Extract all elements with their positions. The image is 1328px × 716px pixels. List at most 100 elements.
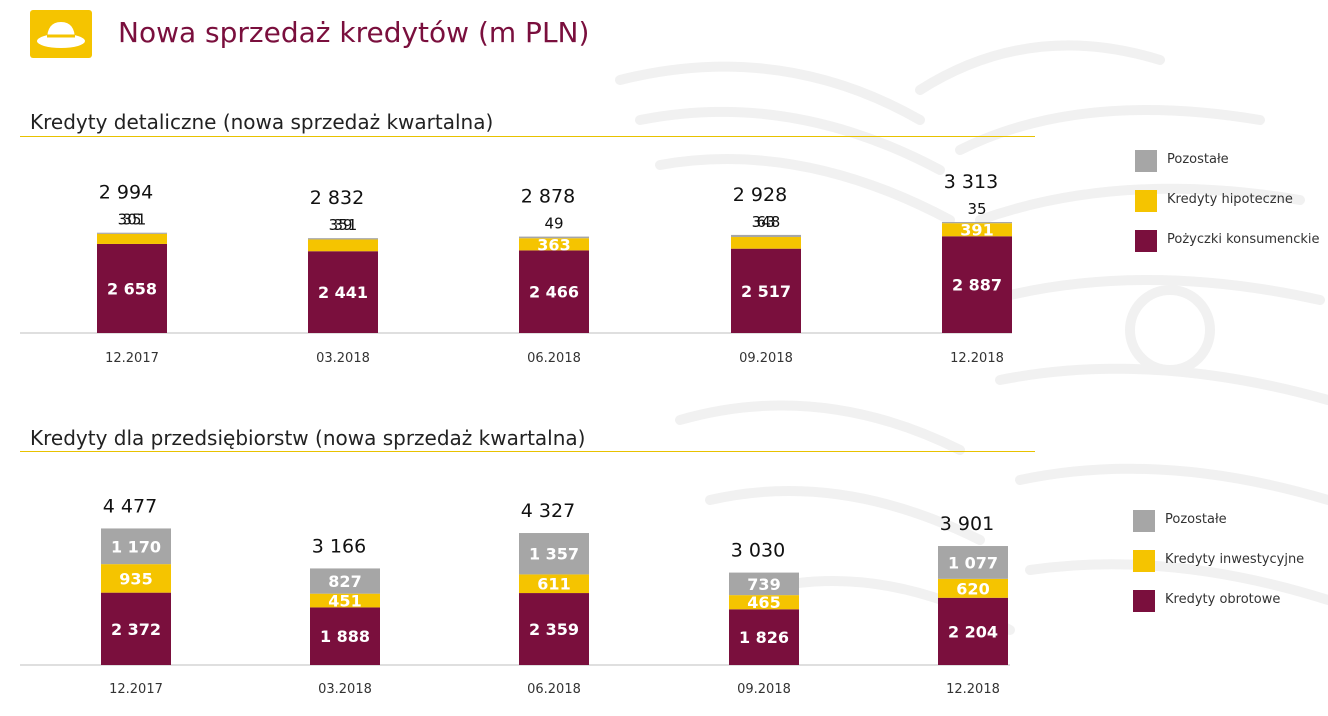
corporate-bar-segment <box>310 568 380 594</box>
retail-bar-segment <box>308 238 378 240</box>
retail-bar-segment <box>97 232 167 234</box>
retail-bar-segment <box>97 243 167 333</box>
corporate-segment-label: 1 826 <box>739 628 789 647</box>
retail-tick-label: 03.2018 <box>316 351 370 366</box>
retail-segment-label: 2 517 <box>741 282 791 301</box>
page-title: Nowa sprzedaż kredytów (m PLN) <box>118 16 590 49</box>
corporate-total-label: 3 030 <box>731 540 785 562</box>
corporate-bar-segment <box>938 546 1008 579</box>
legend-label: Kredyty obrotowe <box>1165 592 1281 607</box>
retail-segment-label: 391 <box>960 221 993 240</box>
retail-bar-segment <box>519 238 589 251</box>
retail-segment-label: 2 466 <box>529 283 579 302</box>
corporate-total-label: 4 327 <box>521 500 575 522</box>
corporate-bar-segment <box>938 578 1008 598</box>
corporate-bar-segment <box>519 533 589 575</box>
corporate-bar-segment <box>310 593 380 608</box>
corporate-tick-label: 12.2017 <box>109 682 163 697</box>
corporate-segment-label: 1 077 <box>948 553 998 572</box>
retail-total-label: 2 878 <box>521 186 575 208</box>
corporate-total-label: 4 477 <box>103 495 157 517</box>
retail-tick-label: 09.2018 <box>739 351 793 366</box>
corporate-bar-segment <box>938 597 1008 665</box>
retail-total-label: 2 994 <box>99 182 153 204</box>
retail-total-label: 3 313 <box>944 171 998 193</box>
corporate-segment-label: 465 <box>747 593 780 612</box>
corporate-tick-label: 09.2018 <box>737 682 791 697</box>
corporate-total-label: 3 166 <box>312 535 366 557</box>
legend-label: Pożyczki konsumenckie <box>1167 232 1320 247</box>
corporate-segment-label: 1 170 <box>111 537 161 556</box>
corporate-bar-segment <box>519 593 589 665</box>
retail-section-divider <box>20 136 1035 137</box>
retail-bar-segment <box>942 222 1012 224</box>
retail-segment-label: 348 <box>752 213 781 231</box>
bank-logo <box>30 10 92 58</box>
legend-swatch <box>1135 150 1157 172</box>
legend-label: Kredyty inwestycyjne <box>1165 552 1305 567</box>
retail-tick-label: 12.2017 <box>105 351 159 366</box>
retail-segment-label: 363 <box>537 235 570 254</box>
corporate-bar-segment <box>310 607 380 665</box>
corporate-segment-label: 739 <box>747 575 780 594</box>
retail-bar-segment <box>731 248 801 333</box>
retail-bar-segment <box>308 251 378 333</box>
legend-label: Pozostałe <box>1167 152 1229 167</box>
corporate-section-divider <box>20 451 1035 452</box>
retail-segment-label: 2 887 <box>952 276 1002 295</box>
retail-total-label: 2 928 <box>733 184 787 206</box>
retail-bar-segment <box>308 239 378 252</box>
corporate-segment-label: 935 <box>119 569 152 588</box>
bowler-hat-icon <box>37 22 85 48</box>
retail-bar-segment <box>519 250 589 333</box>
legend-swatch <box>1135 230 1157 252</box>
retail-segment-label: 49 <box>544 215 563 233</box>
retail-tick-label: 12.2018 <box>950 351 1004 366</box>
corporate-bar-segment <box>101 528 171 565</box>
corporate-bar-segment <box>729 572 799 596</box>
retail-segment-label: 301 <box>118 211 147 229</box>
retail-segment-label: 2 441 <box>318 283 368 302</box>
legend-label: Pozostałe <box>1165 512 1227 527</box>
corporate-tick-label: 06.2018 <box>527 682 581 697</box>
corporate-bar-segment <box>729 609 799 665</box>
retail-segment-label: 2 658 <box>107 279 157 298</box>
retail-total-label: 2 832 <box>310 187 364 209</box>
retail-section-title: Kredyty detaliczne (nowa sprzedaż kwarta… <box>30 110 494 134</box>
corporate-section-title: Kredyty dla przedsiębiorstw (nowa sprzed… <box>30 426 586 450</box>
retail-segment-label: 351 <box>329 216 358 234</box>
retail-bar-segment <box>97 233 167 244</box>
retail-segment-label: 35 <box>122 211 141 229</box>
legend-swatch <box>1133 590 1155 612</box>
retail-bar-segment <box>942 223 1012 237</box>
corporate-bar-segment <box>519 574 589 594</box>
retail-bar-segment <box>942 236 1012 333</box>
corporate-segment-label: 2 359 <box>529 620 579 639</box>
retail-segment-label: 35 <box>967 200 986 218</box>
retail-segment-label: 39 <box>333 216 352 234</box>
corporate-bar-segment <box>101 592 171 665</box>
retail-tick-label: 06.2018 <box>527 351 581 366</box>
corporate-segment-label: 620 <box>956 579 989 598</box>
corporate-bar-segment <box>101 564 171 593</box>
corporate-segment-label: 827 <box>328 572 361 591</box>
corporate-total-label: 3 901 <box>940 513 994 535</box>
retail-segment-label: 63 <box>756 213 775 231</box>
corporate-segment-label: 611 <box>537 575 570 594</box>
legend-label: Kredyty hipoteczne <box>1167 192 1293 207</box>
corporate-segment-label: 1 888 <box>320 627 370 646</box>
corporate-segment-label: 1 357 <box>529 545 579 564</box>
legend-swatch <box>1133 510 1155 532</box>
legend-swatch <box>1135 190 1157 212</box>
corporate-segment-label: 2 372 <box>111 620 161 639</box>
corporate-bar-segment <box>729 595 799 610</box>
corporate-tick-label: 12.2018 <box>946 682 1000 697</box>
retail-bar-segment <box>519 236 589 239</box>
corporate-segment-label: 2 204 <box>948 622 998 641</box>
retail-bar-segment <box>731 237 801 249</box>
legend-swatch <box>1133 550 1155 572</box>
retail-bar-segment <box>731 234 801 238</box>
corporate-segment-label: 451 <box>328 592 361 611</box>
corporate-tick-label: 03.2018 <box>318 682 372 697</box>
